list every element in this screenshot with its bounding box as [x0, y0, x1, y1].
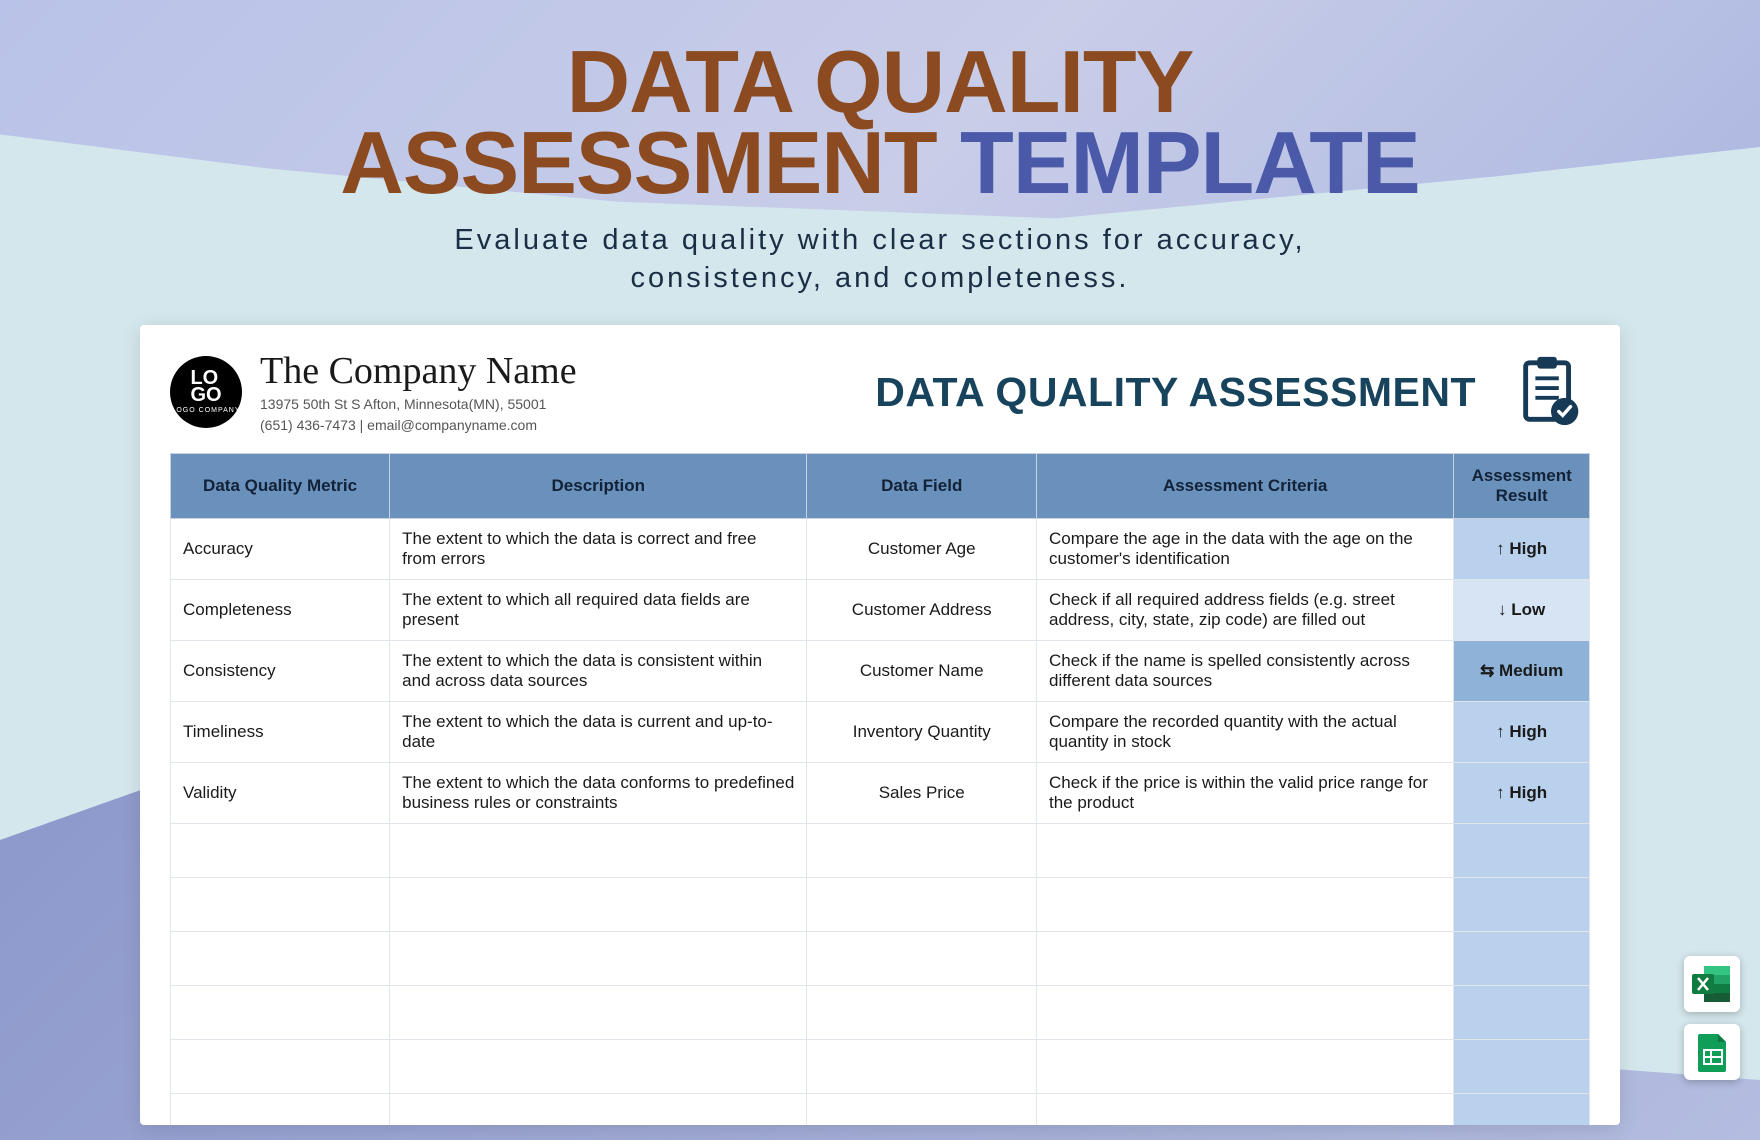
- cell-metric: Consistency: [171, 641, 390, 702]
- company-address: 13975 50th St S Afton, Minnesota(MN), 55…: [260, 395, 577, 414]
- subtitle-line2: consistency, and completeness.: [631, 262, 1130, 294]
- cell-empty: [390, 824, 807, 878]
- table-header-row: Data Quality Metric Description Data Fie…: [171, 454, 1590, 519]
- cell-empty-result: [1454, 1040, 1590, 1094]
- cell-empty: [171, 986, 390, 1040]
- cell-result: ↓ Low: [1454, 580, 1590, 641]
- cell-result: ↑ High: [1454, 763, 1590, 824]
- title-line2a: ASSESSMENT: [340, 113, 936, 212]
- cell-description: The extent to which the data conforms to…: [390, 763, 807, 824]
- cell-field: Inventory Quantity: [807, 702, 1037, 763]
- table-row: ConsistencyThe extent to which the data …: [171, 641, 1590, 702]
- cell-description: The extent to which all required data fi…: [390, 580, 807, 641]
- cell-empty: [807, 1094, 1037, 1126]
- table-row-empty: [171, 932, 1590, 986]
- clipboard-icon: [1512, 353, 1590, 431]
- th-description: Description: [390, 454, 807, 519]
- hero-title: DATA QUALITY ASSESSMENT TEMPLATE: [0, 0, 1760, 204]
- excel-icon[interactable]: [1684, 956, 1740, 1012]
- cell-criteria: Compare the age in the data with the age…: [1036, 519, 1453, 580]
- cell-metric: Validity: [171, 763, 390, 824]
- hero-subtitle: Evaluate data quality with clear section…: [0, 222, 1760, 297]
- cell-empty: [171, 878, 390, 932]
- table-row: CompletenessThe extent to which all requ…: [171, 580, 1590, 641]
- cell-empty: [1036, 932, 1453, 986]
- cell-criteria: Check if the name is spelled consistentl…: [1036, 641, 1453, 702]
- table-row-empty: [171, 824, 1590, 878]
- cell-result: ↑ High: [1454, 702, 1590, 763]
- cell-empty: [171, 1040, 390, 1094]
- document-card: LOGO LOGO COMPANY The Company Name 13975…: [140, 325, 1620, 1125]
- company-block: The Company Name 13975 50th St S Afton, …: [260, 349, 577, 435]
- format-icons: [1684, 956, 1740, 1080]
- cell-empty: [1036, 1094, 1453, 1126]
- title-line2b: TEMPLATE: [937, 113, 1420, 212]
- cell-result: ↑ High: [1454, 519, 1590, 580]
- sheets-icon[interactable]: [1684, 1024, 1740, 1080]
- company-name: The Company Name: [260, 349, 577, 393]
- cell-criteria: Check if all required address fields (e.…: [1036, 580, 1453, 641]
- cell-field: Customer Name: [807, 641, 1037, 702]
- th-result: AssessmentResult: [1454, 454, 1590, 519]
- table-row-empty: [171, 986, 1590, 1040]
- cell-empty: [171, 932, 390, 986]
- cell-empty: [807, 1040, 1037, 1094]
- cell-empty-result: [1454, 824, 1590, 878]
- cell-metric: Timeliness: [171, 702, 390, 763]
- cell-metric: Accuracy: [171, 519, 390, 580]
- cell-empty: [1036, 986, 1453, 1040]
- cell-empty: [807, 932, 1037, 986]
- cell-empty: [1036, 1040, 1453, 1094]
- company-contact: (651) 436-7473 | email@companyname.com: [260, 416, 577, 435]
- th-criteria: Assessment Criteria: [1036, 454, 1453, 519]
- cell-empty: [1036, 878, 1453, 932]
- cell-empty-result: [1454, 986, 1590, 1040]
- cell-empty-result: [1454, 878, 1590, 932]
- table-row: TimelinessThe extent to which the data i…: [171, 702, 1590, 763]
- cell-field: Customer Address: [807, 580, 1037, 641]
- th-metric: Data Quality Metric: [171, 454, 390, 519]
- table-row-empty: [171, 1040, 1590, 1094]
- table-row: ValidityThe extent to which the data con…: [171, 763, 1590, 824]
- cell-empty: [390, 878, 807, 932]
- cell-empty: [171, 824, 390, 878]
- cell-empty: [390, 1094, 807, 1126]
- table-row-empty: [171, 878, 1590, 932]
- cell-criteria: Compare the recorded quantity with the a…: [1036, 702, 1453, 763]
- table-row-empty: [171, 1094, 1590, 1126]
- cell-empty: [390, 986, 807, 1040]
- cell-field: Customer Age: [807, 519, 1037, 580]
- doc-header: LOGO LOGO COMPANY The Company Name 13975…: [170, 349, 1590, 435]
- logo-text: LOGO: [190, 370, 221, 404]
- cell-empty-result: [1454, 932, 1590, 986]
- cell-description: The extent to which the data is correct …: [390, 519, 807, 580]
- cell-empty: [390, 932, 807, 986]
- cell-empty-result: [1454, 1094, 1590, 1126]
- cell-empty: [807, 986, 1037, 1040]
- th-data-field: Data Field: [807, 454, 1037, 519]
- cell-description: The extent to which the data is current …: [390, 702, 807, 763]
- cell-result: ⇆ Medium: [1454, 641, 1590, 702]
- doc-title: DATA QUALITY ASSESSMENT: [595, 369, 1494, 416]
- company-logo: LOGO LOGO COMPANY: [170, 356, 242, 428]
- cell-metric: Completeness: [171, 580, 390, 641]
- cell-empty: [807, 824, 1037, 878]
- cell-empty: [390, 1040, 807, 1094]
- cell-description: The extent to which the data is consiste…: [390, 641, 807, 702]
- cell-empty: [807, 878, 1037, 932]
- cell-empty: [1036, 824, 1453, 878]
- cell-field: Sales Price: [807, 763, 1037, 824]
- table-row: AccuracyThe extent to which the data is …: [171, 519, 1590, 580]
- subtitle-line1: Evaluate data quality with clear section…: [454, 224, 1305, 256]
- logo-subtext: LOGO COMPANY: [171, 408, 240, 414]
- assessment-table: Data Quality Metric Description Data Fie…: [170, 453, 1590, 1125]
- cell-empty: [171, 1094, 390, 1126]
- cell-criteria: Check if the price is within the valid p…: [1036, 763, 1453, 824]
